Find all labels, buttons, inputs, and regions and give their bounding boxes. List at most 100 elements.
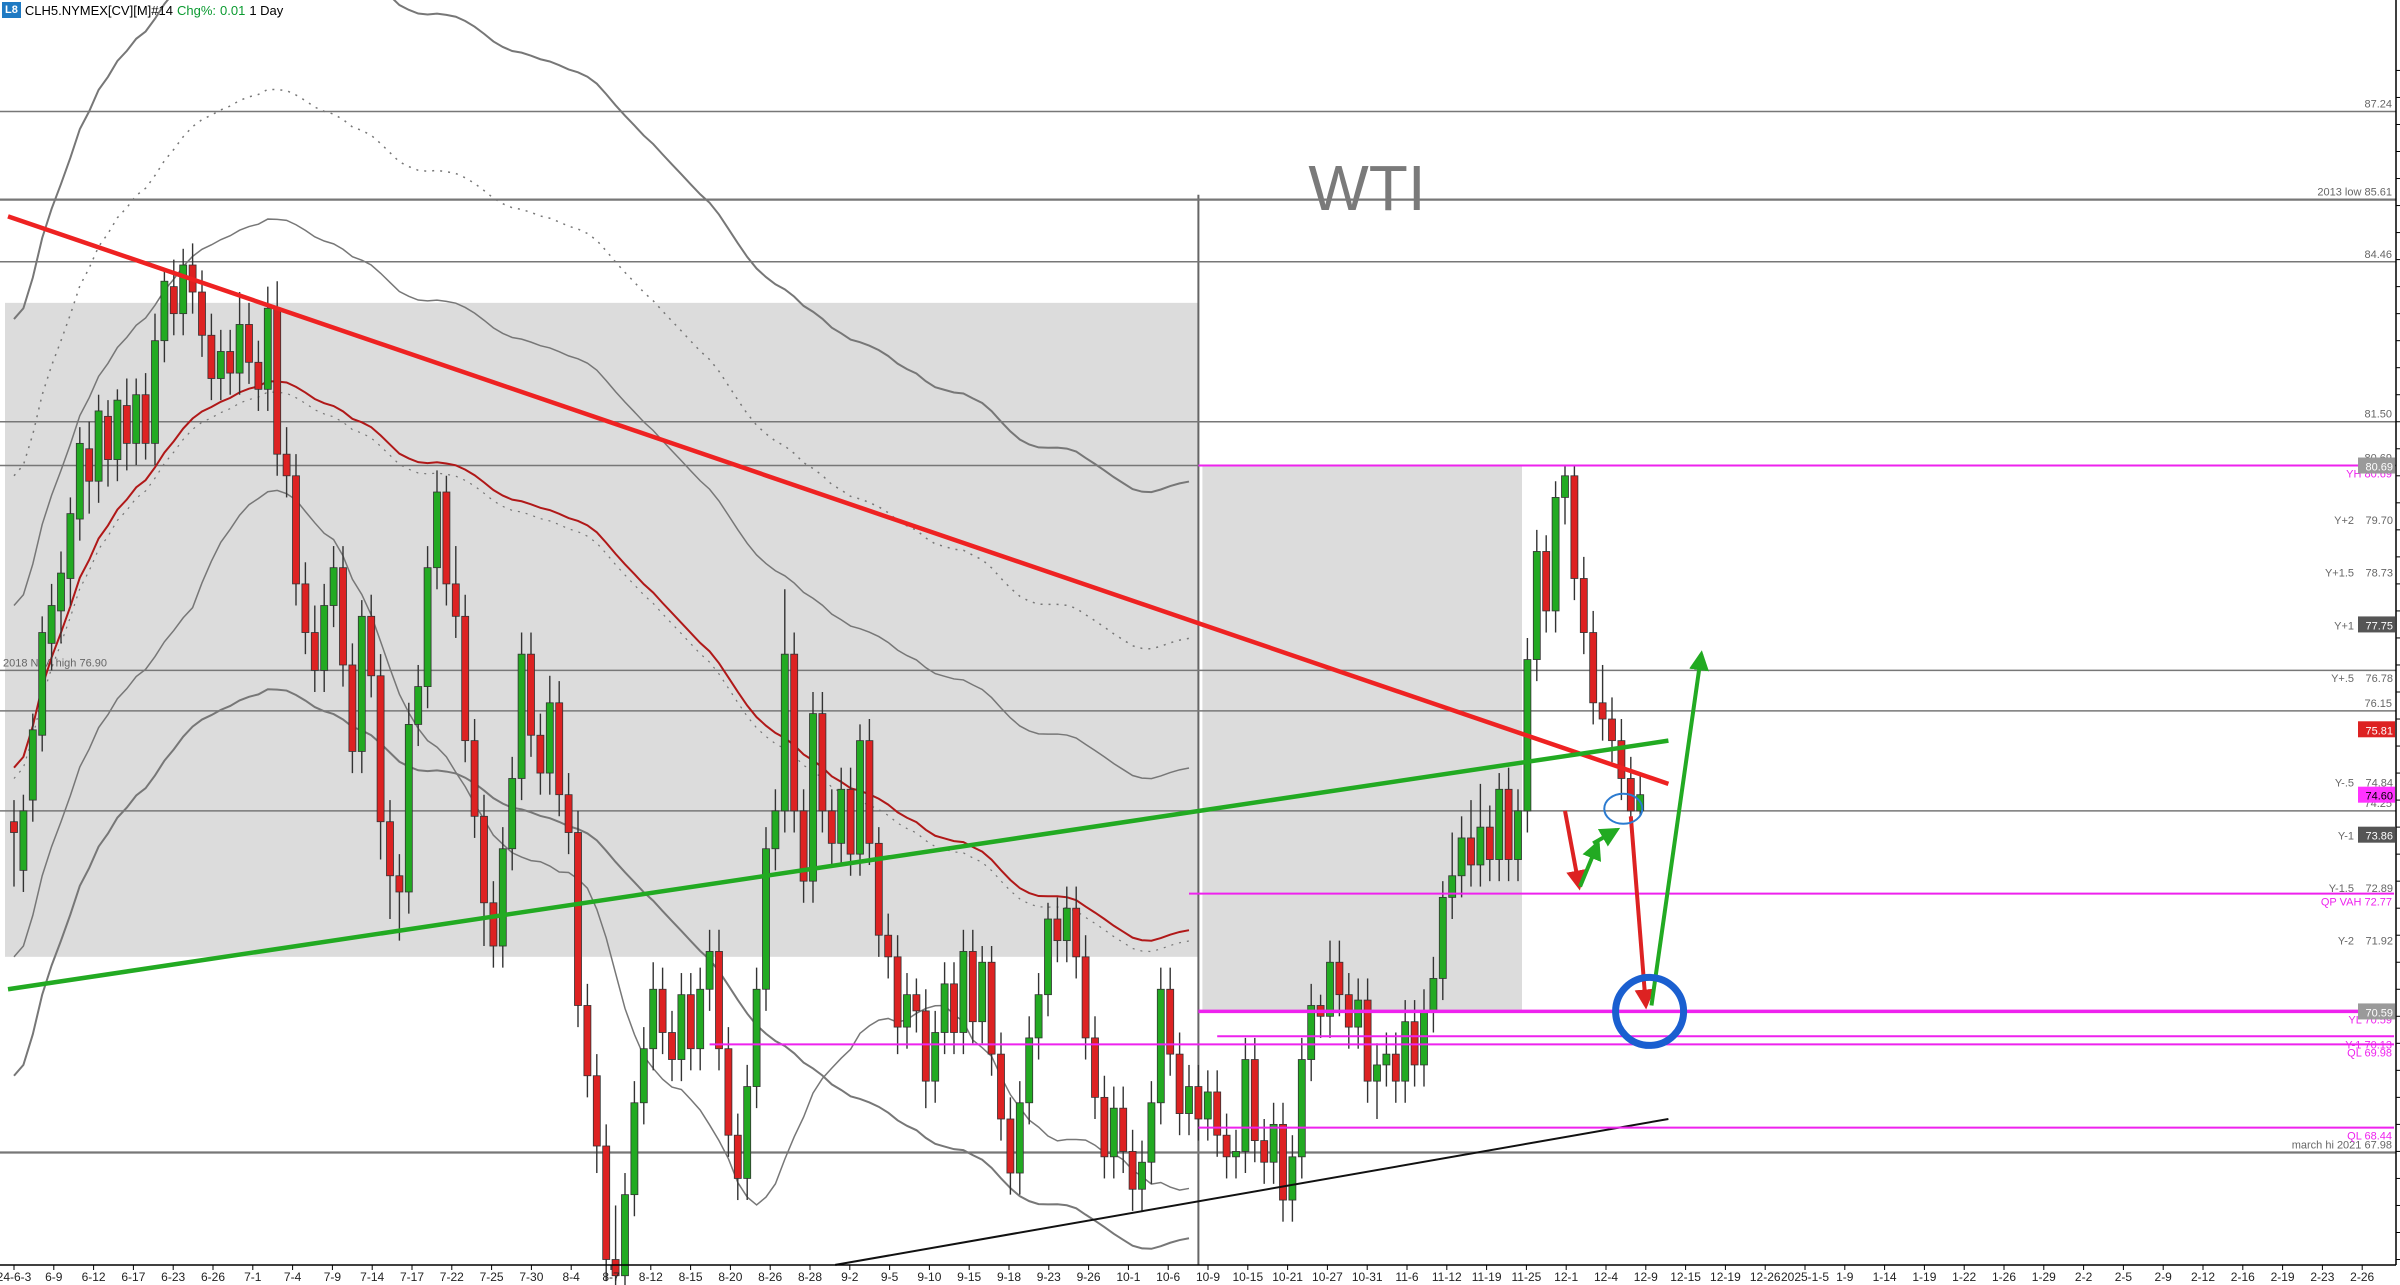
candle-body [1514,810,1522,860]
candle-body [536,734,545,774]
moving-average-red [13,380,1190,942]
candle-body [301,583,310,633]
candle-body [959,951,968,1033]
period-label[interactable]: 1 Day [249,2,284,18]
x-tick-label: 9-5 [881,1270,899,1284]
price-tag: 77.75 [2365,620,2393,632]
candle-body [527,653,535,736]
x-tick-label: 12-26 [1750,1270,1781,1284]
magenta-label: QP VAH 72.77 [2321,897,2392,909]
x-tick-label: 8-15 [679,1270,703,1284]
x-tick-label: 10-1 [1116,1270,1140,1284]
candle-body [705,951,714,990]
candle-body [865,740,874,844]
candle-body [1241,1059,1250,1152]
candle-body [583,1005,592,1077]
candle-body [94,410,103,482]
x-tick-label: 1-19 [1912,1270,1936,1284]
change-label: Chg%: [176,2,216,18]
candle-body [621,1194,629,1277]
candle-body [1091,1037,1099,1098]
candle-body [743,1086,752,1179]
candle-body [245,324,253,363]
candle-body [1109,1107,1118,1158]
x-tick-label: 8-4 [563,1270,581,1284]
candle-body [57,572,65,612]
price-tag: 75.81 [2365,725,2393,737]
price-tag: 79.70 [2365,515,2393,527]
candle-body [517,653,526,779]
candle-body [1147,1102,1156,1163]
candle-body [1119,1107,1128,1152]
level-label: 87.24 [2364,99,2392,111]
candle-body [47,605,56,644]
x-tick-label: 10-6 [1156,1270,1180,1284]
x-tick-label: 6-23 [161,1270,185,1284]
candle-body [310,632,319,671]
candle-body [564,794,573,833]
change-value: 0.01 [220,2,246,18]
candle-body [489,902,498,947]
lower-envelope [13,688,1190,1250]
x-tick-label: 12-19 [1710,1270,1741,1284]
candle-body [19,810,28,871]
candle-body [1194,1086,1203,1120]
date-axis[interactable]: 24-6-3 6-9 6-12 6-17 6-23 6-26 7-1 7-4 7-9 7-14 7-… [0,1264,2396,1284]
candle-body [207,334,216,379]
symbol-label[interactable]: CLH5.NYMEX[CV][M] [24,2,152,18]
candle-body [668,1032,676,1060]
x-tick-label: 1-14 [1873,1270,1897,1284]
level-label: 76.15 [2364,698,2392,710]
candle-body [263,307,272,390]
chart-number: #14 [151,2,173,18]
up-arrow-long [1649,650,1709,1006]
candle-body [348,664,357,752]
x-tick-label: 12-9 [1634,1270,1658,1284]
candle-body [320,605,329,671]
candle-body [1617,740,1626,779]
range-box-left [5,302,1199,957]
up-arrow-short [1578,839,1602,888]
candle-body [733,1134,742,1179]
candle-body [1608,718,1616,742]
x-tick-label: 2-5 [2115,1270,2133,1284]
candle-body [1044,918,1052,996]
candle-body [282,453,291,477]
fast-band-low [13,489,1190,1206]
x-tick-label: 2-9 [2155,1270,2173,1284]
candle-body [950,983,958,1033]
candle-body [677,994,686,1060]
price-tag: 73.86 [2365,831,2393,843]
level-label: 2013 low 85.61 [2317,187,2392,199]
down-arrow-short [1563,810,1586,891]
candle-body [799,810,808,882]
right-axis-tags: 80.69 79.70 Y+2 78.73 Y+1.5 77.75 Y+1 76.78 Y+.5… [2325,457,2395,1020]
candle-body [1081,956,1090,1039]
x-tick-label: 2025-1-5 [1781,1270,1829,1284]
price-tag: 76.78 [2365,673,2393,685]
x-tick-label: 10-15 [1232,1270,1263,1284]
x-tick-label: 10-9 [1196,1270,1220,1284]
x-tick-label: 11-25 [1511,1270,1541,1284]
candle-body [1279,1123,1287,1201]
candle-body [339,567,347,666]
candle-body [921,1010,930,1082]
x-tick-label: 6-12 [82,1270,106,1284]
x-tick-label: 1-29 [2032,1270,2056,1284]
candle-body [1307,1005,1316,1060]
layout-badge[interactable]: L8 [2,2,21,18]
candle-body [658,988,667,1033]
candle-body [1297,1059,1306,1158]
x-tick-label: 8-12 [639,1270,663,1284]
candle-body [395,875,404,893]
candle-body [1457,837,1466,877]
price-axis[interactable]: 66.0066.5067.0067.5068.0068.5069.0069.50… [2395,0,2400,1268]
x-tick-label: 2-2 [2075,1270,2093,1284]
candle-body [1072,907,1081,958]
level-name: Y+1.5 [2325,567,2354,579]
candle-body [630,1102,639,1196]
x-tick-label: 12-1 [1554,1270,1578,1284]
candle-body [480,815,488,904]
candle-body [508,778,517,850]
